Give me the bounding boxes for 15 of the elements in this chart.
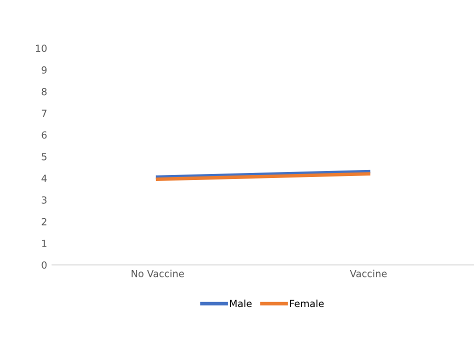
y-tick-label: 7 — [42, 110, 46, 117]
y-tick-label: 2 — [42, 218, 46, 226]
legend-label: Female — [290, 300, 324, 308]
y-tick-label: 3 — [42, 196, 46, 204]
y-tick-label: 4 — [42, 174, 47, 182]
y-tick-label: 10 — [36, 44, 47, 52]
x-tick-label: Vaccine — [350, 270, 387, 278]
y-tick-label: 9 — [42, 66, 47, 74]
y-tick-label: 0 — [42, 261, 47, 269]
y-tick-label: 6 — [42, 131, 47, 139]
y-tick-label: 8 — [42, 88, 47, 96]
legend-label: Male — [230, 300, 252, 308]
x-tick-label: No Vaccine — [132, 270, 184, 278]
y-tick-label: 5 — [42, 153, 46, 160]
y-tick-label: 1 — [42, 240, 46, 247]
